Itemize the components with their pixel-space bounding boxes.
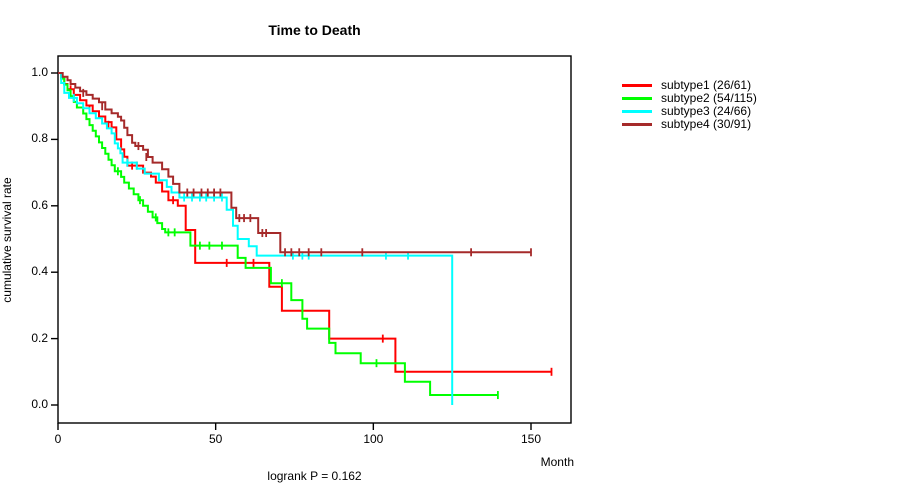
x-tick-label: 150: [520, 432, 542, 446]
plot-frame: [57, 55, 572, 424]
y-tick-label: 0.8: [31, 131, 48, 146]
curve-subtype3: [58, 72, 454, 405]
x-tick-label: 50: [208, 432, 223, 446]
x-tick-label: 100: [363, 432, 384, 446]
legend-line-swatch-subtype1: [622, 84, 652, 87]
legend-line-swatch-subtype4: [622, 123, 652, 126]
x-axis-title: Month: [540, 455, 574, 469]
legend-item-subtype1: subtype1 (26/61): [622, 79, 757, 92]
legend-item-subtype2: subtype2 (54/115): [622, 92, 757, 105]
x-tick-label: 0: [54, 432, 62, 446]
y-tick-label: 0.0: [31, 397, 48, 411]
y-tick-label: 1.0: [31, 65, 48, 79]
legend-item-subtype3: subtype3 (24/66): [622, 105, 757, 118]
curve-subtype4: [58, 72, 531, 254]
legend-label-subtype4: subtype4 (30/91): [661, 117, 752, 131]
legend: subtype1 (26/61) subtype2 (54/115) subty…: [622, 79, 757, 131]
legend-item-subtype4: subtype4 (30/91): [622, 118, 757, 131]
y-tick-label: 0.2: [31, 330, 48, 345]
logrank-annotation: logrank P = 0.162: [267, 469, 362, 483]
legend-line-swatch-subtype2: [622, 97, 652, 100]
legend-label-subtype3: subtype3 (24/66): [661, 104, 752, 118]
y-tick-label: 0.6: [31, 197, 48, 212]
plot-title: Time to Death: [268, 22, 361, 38]
legend-label-subtype2: subtype2 (54/115): [661, 91, 757, 105]
curve-subtype1: [58, 72, 552, 373]
legend-line-swatch-subtype3: [622, 110, 652, 113]
curve-subtype2: [58, 72, 498, 396]
y-axis-title: cumulative survival rate: [0, 177, 14, 303]
y-tick-label: 0.4: [31, 264, 48, 279]
legend-label-subtype1: subtype1 (26/61): [661, 78, 752, 92]
